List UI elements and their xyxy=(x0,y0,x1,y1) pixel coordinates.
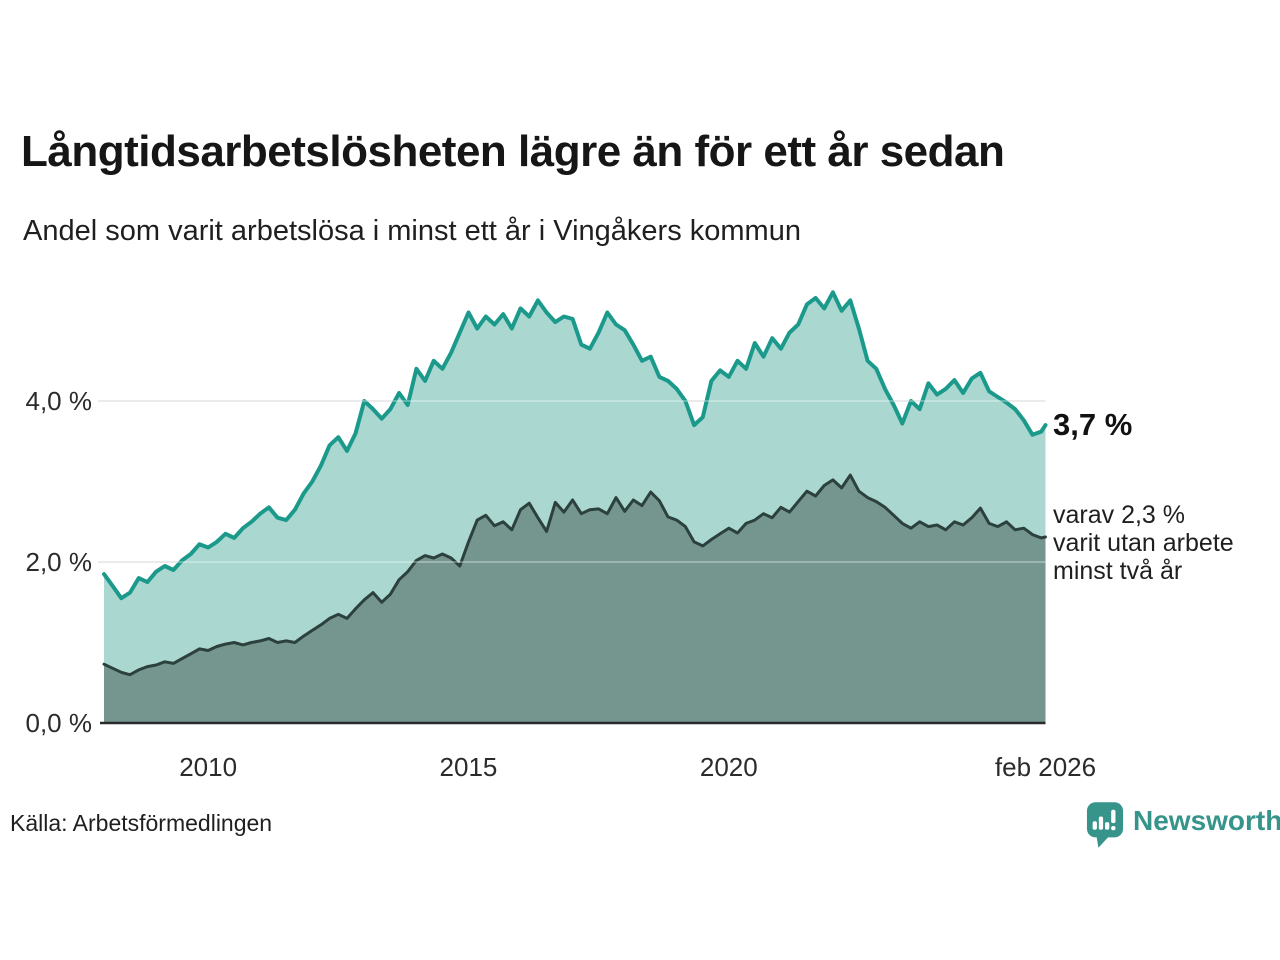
page-subtitle: Andel som varit arbetslösa i minst ett å… xyxy=(23,215,801,247)
newsworthy-bar-chart-icon xyxy=(1086,802,1124,848)
secondary-value-line: varav 2,3 % xyxy=(1053,501,1186,529)
newsworthy-logo: Newsworthy xyxy=(1086,801,1280,849)
page-title: Långtidsarbetslösheten lägre än för ett … xyxy=(21,127,1005,176)
y-tick-label: 4,0 % xyxy=(25,386,93,416)
y-tick-label: 2,0 % xyxy=(25,547,93,577)
secondary-value-line: varit utan arbete xyxy=(1053,529,1234,557)
secondary-value-label: varav 2,3 % varit utan arbete minst två … xyxy=(1053,501,1234,585)
x-tick-label: 2010 xyxy=(179,752,238,782)
y-tick-label: 0,0 % xyxy=(25,708,93,738)
line-series-1 xyxy=(102,473,1047,677)
x-tick-label: feb 2026 xyxy=(994,752,1097,782)
latest-value-label: 3,7 % xyxy=(1053,407,1133,442)
line-series-0 xyxy=(102,290,1048,601)
newsworthy-wordmark: Newsworthy xyxy=(1133,805,1280,836)
x-tick-label: 2015 xyxy=(439,752,498,782)
source-credit: Källa: Arbetsförmedlingen xyxy=(10,810,273,836)
area-series-1 xyxy=(104,475,1046,723)
x-tick-label: 2020 xyxy=(699,752,758,782)
secondary-value-line: minst två år xyxy=(1053,557,1183,585)
